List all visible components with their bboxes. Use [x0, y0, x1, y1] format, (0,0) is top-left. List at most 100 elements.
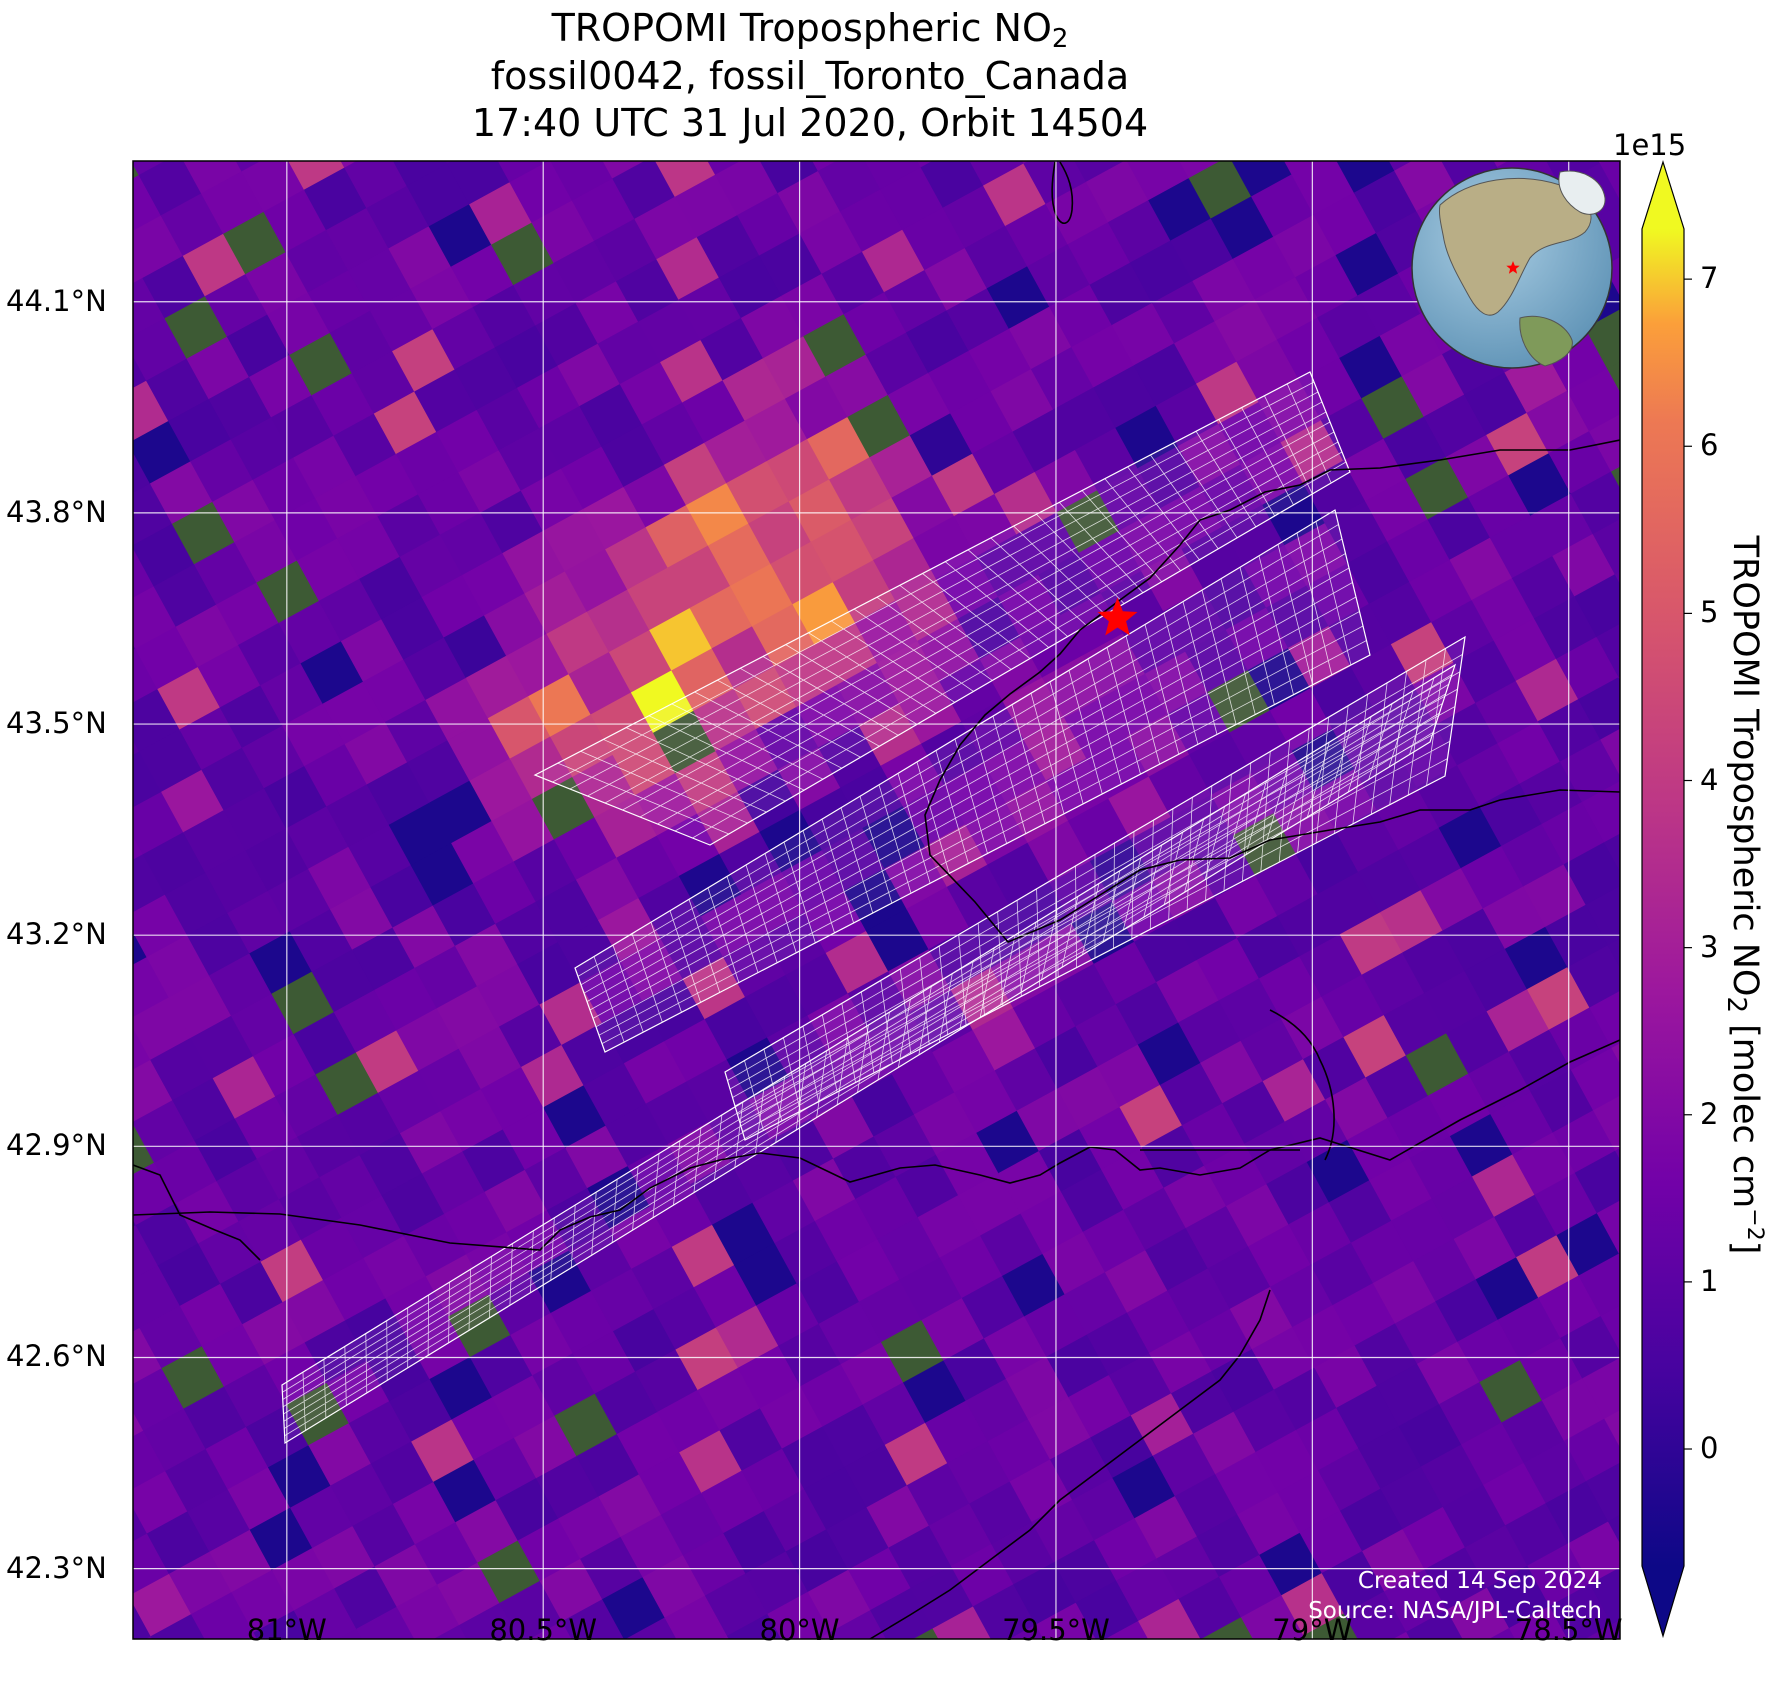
no2-pixel — [1115, 981, 1180, 1046]
no2-pixel — [1211, 1348, 1276, 1413]
no2-pixel — [1321, 974, 1386, 1039]
no2-pixel — [1393, 1631, 1412, 1639]
no2-pixel — [642, 1554, 707, 1619]
no2-pixel — [1310, 89, 1374, 153]
no2-pixel — [1405, 1032, 1470, 1097]
no2-pixel — [142, 255, 207, 320]
no2-pixel — [1603, 833, 1620, 872]
no2-pixel — [502, 1106, 567, 1171]
no2-pixel — [763, 912, 828, 977]
no2-pixel — [561, 1598, 626, 1639]
no2-pixel — [164, 872, 229, 937]
no2-pixel — [445, 161, 455, 166]
no2-pixel — [1255, 853, 1320, 918]
no2-pixel — [1079, 1106, 1144, 1171]
no2-pixel — [704, 1572, 769, 1637]
no2-pixel — [469, 758, 534, 823]
no2-pixel — [649, 607, 714, 672]
no2-pixel — [1339, 1488, 1405, 1553]
no2-pixel — [256, 559, 321, 625]
no2-pixel — [455, 1499, 520, 1564]
no2-pixel — [1075, 1003, 1140, 1068]
no2-pixel — [766, 438, 831, 503]
no2-pixel — [473, 860, 538, 925]
no2-pixel — [715, 161, 780, 217]
no2-pixel — [1464, 948, 1529, 1013]
no2-pixel — [1310, 665, 1375, 730]
no2-pixel — [851, 1073, 916, 1138]
no2-pixel — [1105, 1620, 1150, 1639]
no2-pixel — [362, 659, 427, 724]
no2-pixel — [1203, 1143, 1268, 1208]
no2-pixel — [513, 1415, 578, 1480]
no2-pixel — [1379, 889, 1445, 954]
no2-pixel — [836, 1238, 901, 1303]
no2-pixel — [847, 970, 912, 1035]
longitude-tick-label: 79.5°W — [1002, 1613, 1110, 1647]
no2-pixel — [344, 1297, 410, 1362]
no2-pixel — [906, 309, 971, 374]
no2-pixel — [660, 1492, 725, 1557]
no2-pixel — [612, 1308, 678, 1373]
no2-pixel — [583, 486, 648, 551]
no2-pixel — [204, 273, 269, 338]
no2-pixel — [946, 287, 1011, 352]
no2-pixel — [1174, 897, 1239, 962]
no2-pixel — [1471, 1153, 1536, 1218]
no2-pixel — [1600, 728, 1620, 776]
no2-pixel — [707, 522, 772, 588]
no2-pixel — [363, 1235, 428, 1300]
no2-pixel — [1482, 885, 1547, 950]
no2-pixel — [869, 434, 934, 499]
no2-pixel — [1556, 636, 1620, 701]
no2-pixel — [308, 1422, 373, 1487]
no2-pixel — [1009, 1458, 1074, 1523]
no2-pixel — [605, 526, 670, 591]
no2-pixel — [1200, 1040, 1265, 1105]
no2-pixel — [161, 1345, 226, 1410]
no2-pixel — [1178, 999, 1243, 1064]
no2-pixel — [1394, 724, 1459, 789]
no2-pixel — [1111, 302, 1176, 367]
no2-pixel — [1339, 911, 1404, 976]
no2-pixel — [957, 1172, 1023, 1237]
no2-pixel — [777, 746, 842, 811]
no2-pixel — [1251, 173, 1316, 238]
no2-pixel — [395, 431, 460, 496]
no2-pixel — [620, 1514, 685, 1579]
no2-pixel — [1431, 1175, 1496, 1241]
no2-pixel — [1218, 1554, 1283, 1619]
no2-pixel — [719, 1407, 784, 1472]
no2-pixel — [921, 1297, 986, 1362]
no2-pixel — [1185, 1205, 1250, 1270]
no2-pixel — [513, 838, 578, 903]
no2-pixel — [133, 750, 163, 809]
no2-pixel — [139, 728, 204, 793]
no2-pixel — [399, 534, 464, 599]
no2-pixel — [153, 563, 218, 628]
no2-pixel — [800, 1363, 865, 1428]
no2-pixel — [1615, 1148, 1620, 1160]
no2-pixel — [1053, 1539, 1118, 1604]
no2-pixel — [285, 229, 350, 294]
no2-pixel — [1126, 1289, 1191, 1355]
no2-pixel — [329, 310, 394, 375]
no2-pixel — [1133, 342, 1198, 407]
no2-pixel — [1526, 390, 1591, 455]
no2-pixel — [1196, 937, 1261, 1002]
no2-pixel — [70, 1658, 134, 1688]
target-star-icon[interactable] — [1097, 597, 1138, 636]
no2-pixel — [1607, 1514, 1620, 1544]
no2-pixel — [1538, 1275, 1603, 1340]
no2-pixel — [1049, 860, 1114, 925]
no2-pixel — [880, 1319, 946, 1384]
no2-pixel — [678, 853, 743, 918]
no2-pixel — [241, 725, 306, 790]
no2-pixel — [410, 842, 475, 907]
no2-pixel — [1152, 1433, 1217, 1498]
no2-pixel — [579, 383, 644, 448]
no2-pixel — [1350, 1220, 1415, 1285]
no2-pixel — [1342, 438, 1408, 503]
no2-pixel — [54, 94, 118, 158]
